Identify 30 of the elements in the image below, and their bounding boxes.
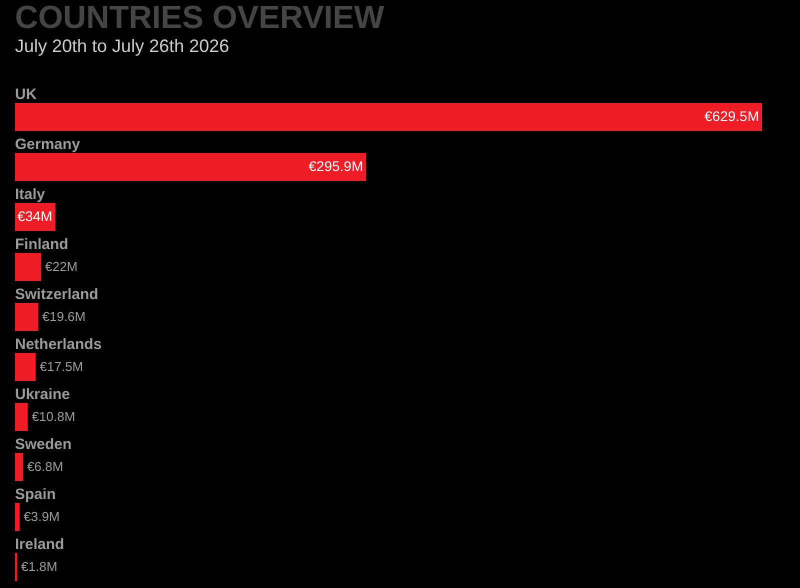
bar	[15, 503, 20, 531]
bar	[15, 103, 762, 131]
data-label: €1.8M	[21, 559, 58, 574]
data-label: €295.9M	[308, 158, 364, 174]
y-tick-label: UK	[15, 86, 37, 103]
y-tick-label: Germany	[15, 136, 81, 153]
y-tick-label: Netherlands	[15, 336, 102, 353]
data-label: €3.9M	[24, 509, 60, 524]
y-tick-label: Sweden	[15, 436, 72, 453]
data-label: €34M	[17, 208, 52, 224]
data-label: €17.5M	[40, 359, 84, 374]
y-tick-label: Spain	[15, 486, 56, 503]
data-label: €22M	[45, 259, 78, 274]
data-label: €629.5M	[704, 108, 759, 124]
bar	[15, 303, 38, 331]
y-tick-label: Ireland	[15, 536, 64, 553]
y-tick-label: Ukraine	[15, 386, 70, 403]
chart-title: COUNTRIES OVERVIEW	[15, 0, 386, 35]
y-tick-label: Italy	[15, 186, 46, 203]
data-label: €19.6M	[42, 309, 86, 324]
bar	[15, 253, 42, 281]
data-label: €10.8M	[32, 409, 76, 424]
chart-subtitle: July 20th to July 26th 2026	[15, 36, 230, 56]
bar	[15, 453, 24, 481]
bar	[15, 403, 28, 431]
data-label: €6.8M	[27, 459, 64, 474]
y-tick-label: Finland	[15, 236, 68, 253]
y-tick-label: Switzerland	[15, 286, 98, 303]
bar	[15, 353, 36, 381]
bar	[15, 153, 366, 181]
